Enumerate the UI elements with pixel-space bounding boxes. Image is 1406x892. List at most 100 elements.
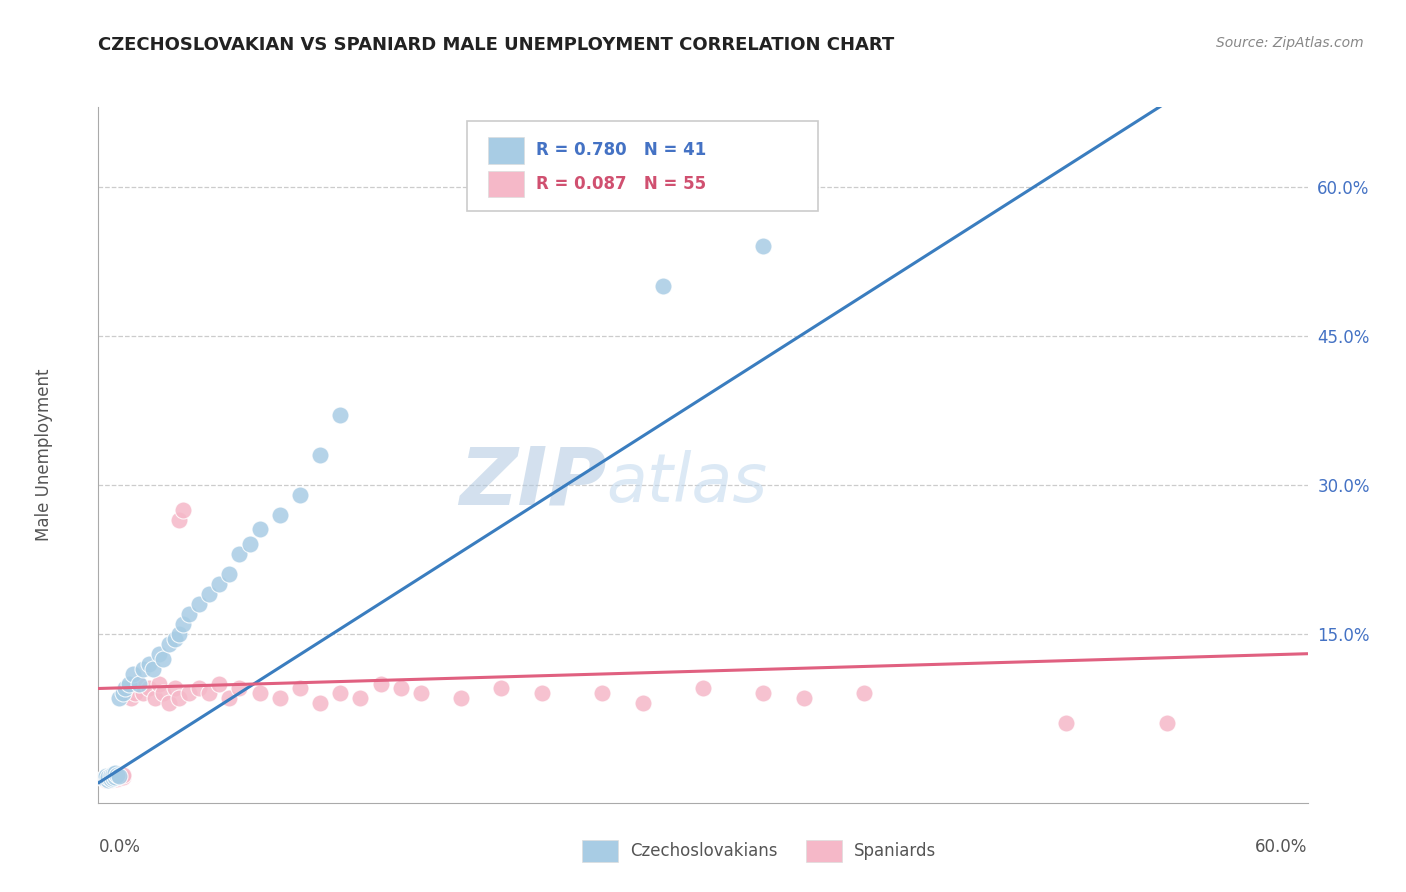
Point	[111, 768, 134, 782]
Point	[148, 676, 170, 690]
Point	[107, 691, 129, 706]
Point	[138, 681, 160, 696]
Point	[107, 771, 129, 785]
Point	[692, 681, 714, 696]
Text: Male Unemployment: Male Unemployment	[35, 368, 53, 541]
Point	[142, 662, 165, 676]
FancyBboxPatch shape	[488, 137, 524, 163]
Point	[752, 686, 775, 700]
Point	[97, 771, 120, 785]
FancyBboxPatch shape	[582, 839, 619, 862]
Point	[853, 686, 876, 700]
Point	[530, 686, 553, 700]
Point	[249, 523, 271, 537]
Point	[409, 686, 432, 700]
Point	[101, 772, 124, 786]
Point	[1156, 716, 1178, 731]
Point	[631, 697, 654, 711]
Point	[288, 488, 311, 502]
Point	[100, 772, 122, 786]
Point	[1054, 716, 1077, 731]
FancyBboxPatch shape	[467, 121, 818, 211]
Point	[491, 681, 513, 696]
Point	[239, 537, 262, 551]
Point	[179, 686, 201, 700]
Point	[93, 772, 115, 786]
Point	[96, 769, 118, 783]
Point	[101, 767, 124, 781]
Text: CZECHOSLOVAKIAN VS SPANIARD MALE UNEMPLOYMENT CORRELATION CHART: CZECHOSLOVAKIAN VS SPANIARD MALE UNEMPLO…	[98, 36, 894, 54]
Point	[450, 691, 472, 706]
Text: R = 0.087   N = 55: R = 0.087 N = 55	[536, 175, 706, 193]
Point	[188, 681, 211, 696]
Point	[349, 691, 371, 706]
Point	[163, 632, 186, 646]
Point	[100, 771, 122, 785]
Point	[143, 691, 166, 706]
Point	[752, 239, 775, 253]
Point	[167, 512, 190, 526]
Point	[97, 772, 120, 787]
Point	[120, 691, 142, 706]
Point	[179, 607, 201, 621]
Point	[132, 662, 155, 676]
Point	[132, 686, 155, 700]
Point	[118, 676, 141, 690]
Text: 60.0%: 60.0%	[1256, 838, 1308, 855]
Point	[249, 686, 271, 700]
Point	[228, 547, 250, 561]
Point	[121, 666, 143, 681]
Point	[208, 577, 231, 591]
Point	[389, 681, 412, 696]
Point	[152, 651, 174, 665]
Point	[138, 657, 160, 671]
Point	[124, 686, 146, 700]
Point	[167, 691, 190, 706]
Point	[100, 772, 122, 787]
Point	[107, 769, 129, 783]
Text: Czechoslovakians: Czechoslovakians	[630, 842, 778, 860]
Point	[97, 770, 120, 784]
FancyBboxPatch shape	[806, 839, 842, 862]
Text: ZIP: ZIP	[458, 443, 606, 522]
Point	[103, 766, 125, 780]
Point	[269, 691, 291, 706]
Point	[218, 691, 240, 706]
Point	[198, 686, 221, 700]
Point	[157, 637, 180, 651]
Point	[198, 587, 221, 601]
Text: 0.0%: 0.0%	[98, 838, 141, 855]
Point	[188, 597, 211, 611]
Point	[101, 770, 124, 784]
Point	[103, 771, 125, 785]
Point	[329, 408, 352, 422]
Point	[172, 502, 194, 516]
Point	[105, 772, 128, 786]
Point	[329, 686, 352, 700]
Point	[309, 448, 332, 462]
Point	[269, 508, 291, 522]
Point	[114, 681, 136, 696]
Point	[591, 686, 613, 700]
Point	[100, 768, 122, 782]
Point	[128, 676, 150, 690]
Point	[309, 697, 332, 711]
Point	[793, 691, 815, 706]
Point	[651, 279, 673, 293]
Text: R = 0.780   N = 41: R = 0.780 N = 41	[536, 142, 706, 160]
Point	[152, 686, 174, 700]
Point	[97, 772, 120, 786]
Point	[105, 768, 128, 782]
Text: atlas: atlas	[606, 450, 768, 516]
Point	[172, 616, 194, 631]
Point	[370, 676, 392, 690]
Point	[167, 627, 190, 641]
Point	[93, 771, 115, 785]
Point	[118, 686, 141, 700]
Point	[111, 686, 134, 700]
Point	[101, 771, 124, 785]
Point	[111, 770, 134, 784]
Point	[128, 676, 150, 690]
Point	[107, 769, 129, 783]
Point	[103, 770, 125, 784]
